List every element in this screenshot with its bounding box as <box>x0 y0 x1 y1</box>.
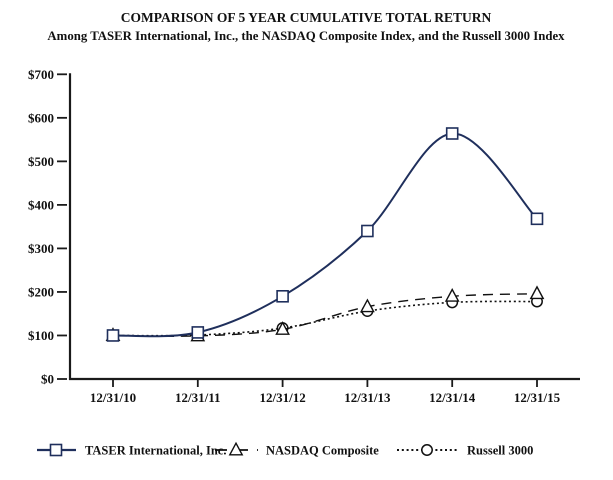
nasdaq-triangle-marker <box>360 298 375 313</box>
y-tick-label: $300 <box>28 241 54 256</box>
legend-label-taser: TASER International, Inc. <box>85 444 226 458</box>
x-tick-label: 12/31/15 <box>514 390 561 405</box>
y-tick-label: $400 <box>28 197 54 212</box>
y-tick-label: $600 <box>28 110 54 125</box>
y-tick-label: $200 <box>28 284 54 299</box>
nasdaq-triangle-marker <box>529 285 545 300</box>
taser-square-marker <box>106 329 120 342</box>
series-line-russell <box>112 300 538 337</box>
axes: $0 $100 $200 $300 $400 $500 $600 $700 12/31/10 12… <box>28 67 580 405</box>
x-tick-label: 12/31/14 <box>429 390 476 405</box>
x-tick-label: 12/31/11 <box>175 390 221 405</box>
x-tick-label: 12/31/13 <box>344 390 391 405</box>
legend-taser-square-marker <box>49 443 63 457</box>
taser-square-marker <box>530 212 544 226</box>
legend-label-russell: Russell 3000 <box>467 444 533 458</box>
plot-series <box>105 127 545 342</box>
taser-square-marker <box>191 326 205 339</box>
legend-russell-circle-marker <box>421 444 433 456</box>
x-tick-label: 12/31/12 <box>259 390 305 405</box>
taser-square-marker <box>276 289 289 303</box>
y-tick-label: $100 <box>28 328 54 343</box>
y-tick-label: $500 <box>28 154 54 169</box>
chart-title: COMPARISON OF 5 YEAR CUMULATIVE TOTAL RE… <box>121 10 492 25</box>
x-tick-label: 12/31/10 <box>90 390 136 405</box>
legend-label-nasdaq: NASDAQ Composite <box>266 444 379 458</box>
y-tick-label: $700 <box>28 67 54 82</box>
taser-square-marker <box>361 224 374 238</box>
y-tick-label: $0 <box>41 372 54 387</box>
series-line-nasdaq <box>112 293 538 337</box>
series-line-taser <box>112 132 538 338</box>
legend: TASER International, Inc. NASDAQ Composit… <box>37 441 533 458</box>
taser-square-marker <box>445 127 459 140</box>
nasdaq-triangle-marker <box>275 321 290 335</box>
nasdaq-triangle-marker <box>444 288 460 302</box>
legend-nasdaq-triangle-marker <box>228 441 244 456</box>
chart-subtitle: Among TASER International, Inc., the NAS… <box>47 29 565 43</box>
